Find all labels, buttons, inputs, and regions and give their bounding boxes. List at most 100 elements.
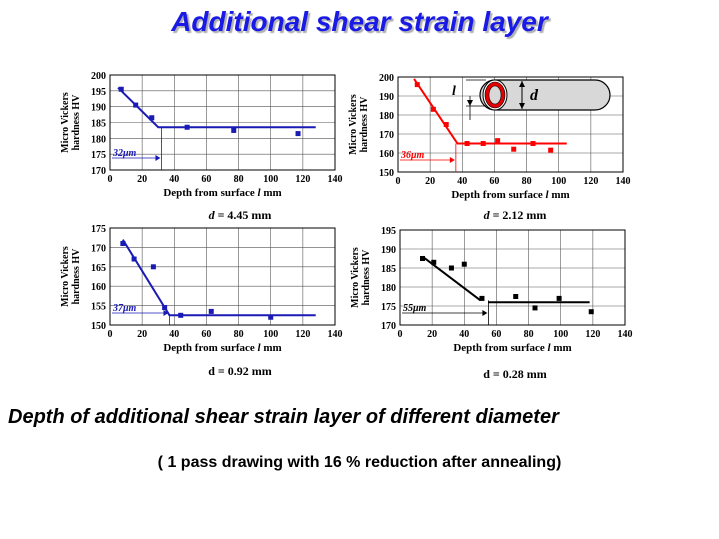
data-point (479, 295, 485, 301)
y-tick-label: 190 (379, 92, 394, 103)
x-tick-label: 20 (427, 329, 437, 340)
y-axis-label: Micro Vickers (350, 247, 361, 308)
y-tick-label: 185 (381, 264, 396, 275)
x-tick-label: 60 (201, 174, 211, 185)
slide-title: Additional shear strain layer (171, 6, 548, 37)
data-point (133, 102, 139, 108)
data-point (268, 314, 274, 320)
x-tick-label: 140 (616, 176, 631, 187)
data-point (184, 124, 190, 130)
data-point (131, 256, 137, 262)
y-tick-label: 200 (91, 71, 106, 82)
y-tick-label: 175 (381, 302, 396, 313)
d-arrow-top (519, 81, 525, 87)
y-tick-label: 170 (379, 130, 394, 141)
data-point (420, 256, 425, 261)
x-tick-label: 40 (459, 329, 469, 340)
depth-arrowhead (155, 155, 161, 161)
x-tick-label: 140 (618, 329, 633, 340)
y-tick-label: 180 (91, 134, 106, 145)
data-point (162, 305, 168, 311)
x-tick-label: 20 (137, 329, 147, 340)
x-tick-label: 120 (295, 329, 310, 340)
y-tick-label: 195 (381, 226, 396, 237)
x-tick-label: 100 (551, 176, 566, 187)
footer-sub: ( 1 pass drawing with 16 % reduction aft… (157, 454, 562, 471)
x-tick-label: 100 (263, 174, 278, 185)
y-tick-label: 185 (91, 119, 106, 130)
x-tick-label: 80 (234, 329, 244, 340)
plot-frame (109, 227, 336, 326)
depth-arrowhead (449, 157, 455, 163)
data-point (430, 106, 436, 112)
y-tick-label: 175 (91, 224, 106, 235)
plot-frame (397, 76, 624, 173)
caption-value-3: d = 0.92 mm (208, 364, 272, 378)
data-point (443, 122, 449, 127)
data-point (120, 241, 126, 247)
y-axis-label: hardness HV (71, 94, 82, 151)
y-axis-label: Micro Vickers (348, 94, 359, 155)
y-tick-label: 155 (91, 302, 106, 313)
x-axis-label: Depth from surface l mm (163, 187, 281, 199)
y-tick-label: 165 (91, 263, 106, 274)
x-axis-label-var: l (258, 342, 262, 354)
depth-annotation: 36μm (400, 150, 425, 161)
x-tick-label: 60 (491, 329, 501, 340)
wire-body (479, 79, 611, 111)
data-point (464, 141, 470, 146)
x-tick-label: 120 (583, 176, 598, 187)
data-point (530, 141, 536, 146)
data-point (513, 294, 519, 299)
x-axis-label-unit: mm (551, 342, 572, 354)
chart-caption-4: d = 0.28 mm (425, 367, 605, 382)
data-point (532, 305, 538, 311)
y-axis-label: hardness HV (359, 96, 370, 153)
data-point (461, 261, 467, 267)
depth-arrowhead (482, 310, 488, 316)
x-tick-label: 80 (234, 174, 244, 185)
y-axis-label: hardness HV (71, 248, 82, 305)
data-point (588, 309, 594, 315)
caption-value-1: = 4.45 mm (214, 208, 272, 222)
plot-frame (109, 74, 336, 171)
wire-core (488, 85, 502, 105)
x-tick-label: 140 (328, 174, 343, 185)
x-axis-label: Depth from surface l mm (453, 342, 571, 354)
data-point (149, 115, 155, 121)
x-axis-label-text: Depth from surface (451, 189, 545, 201)
x-tick-label: 60 (201, 329, 211, 340)
y-tick-label: 190 (381, 245, 396, 256)
data-point (231, 127, 237, 133)
y-axis-label: Micro Vickers (60, 92, 71, 153)
data-point (511, 146, 517, 152)
y-tick-label: 150 (91, 321, 106, 332)
data-point (548, 147, 554, 153)
y-tick-label: 195 (91, 87, 106, 98)
chart-caption-1: d = 4.45 mm (150, 208, 330, 223)
x-tick-label: 40 (457, 176, 467, 187)
y-tick-label: 190 (91, 103, 106, 114)
depth-annotation: 32μm (112, 148, 137, 159)
x-tick-label: 20 (425, 176, 435, 187)
data-point (178, 312, 184, 318)
x-axis-label-text: Depth from surface (453, 342, 547, 354)
trend-line (117, 86, 316, 129)
y-tick-label: 175 (91, 150, 106, 161)
data-point (448, 265, 454, 271)
x-axis-label-unit: mm (261, 342, 282, 354)
y-tick-label: 170 (381, 321, 396, 332)
l-label: l (452, 84, 456, 99)
x-tick-label: 60 (489, 176, 499, 187)
x-tick-label: 0 (108, 174, 113, 185)
x-tick-label: 0 (396, 176, 401, 187)
plot-frame (399, 229, 626, 326)
x-tick-label: 100 (263, 329, 278, 340)
caption-value-4: d = 0.28 mm (483, 367, 547, 381)
caption-var-1: d (208, 208, 215, 222)
x-tick-label: 20 (137, 174, 147, 185)
x-axis-label: Depth from surface l mm (451, 189, 569, 201)
y-tick-label: 200 (379, 73, 394, 84)
trend-line (413, 78, 567, 145)
chart-4: 0 20 40 60 80 100 120 140 170 175 180 185 190 195 Micr… (350, 226, 633, 354)
